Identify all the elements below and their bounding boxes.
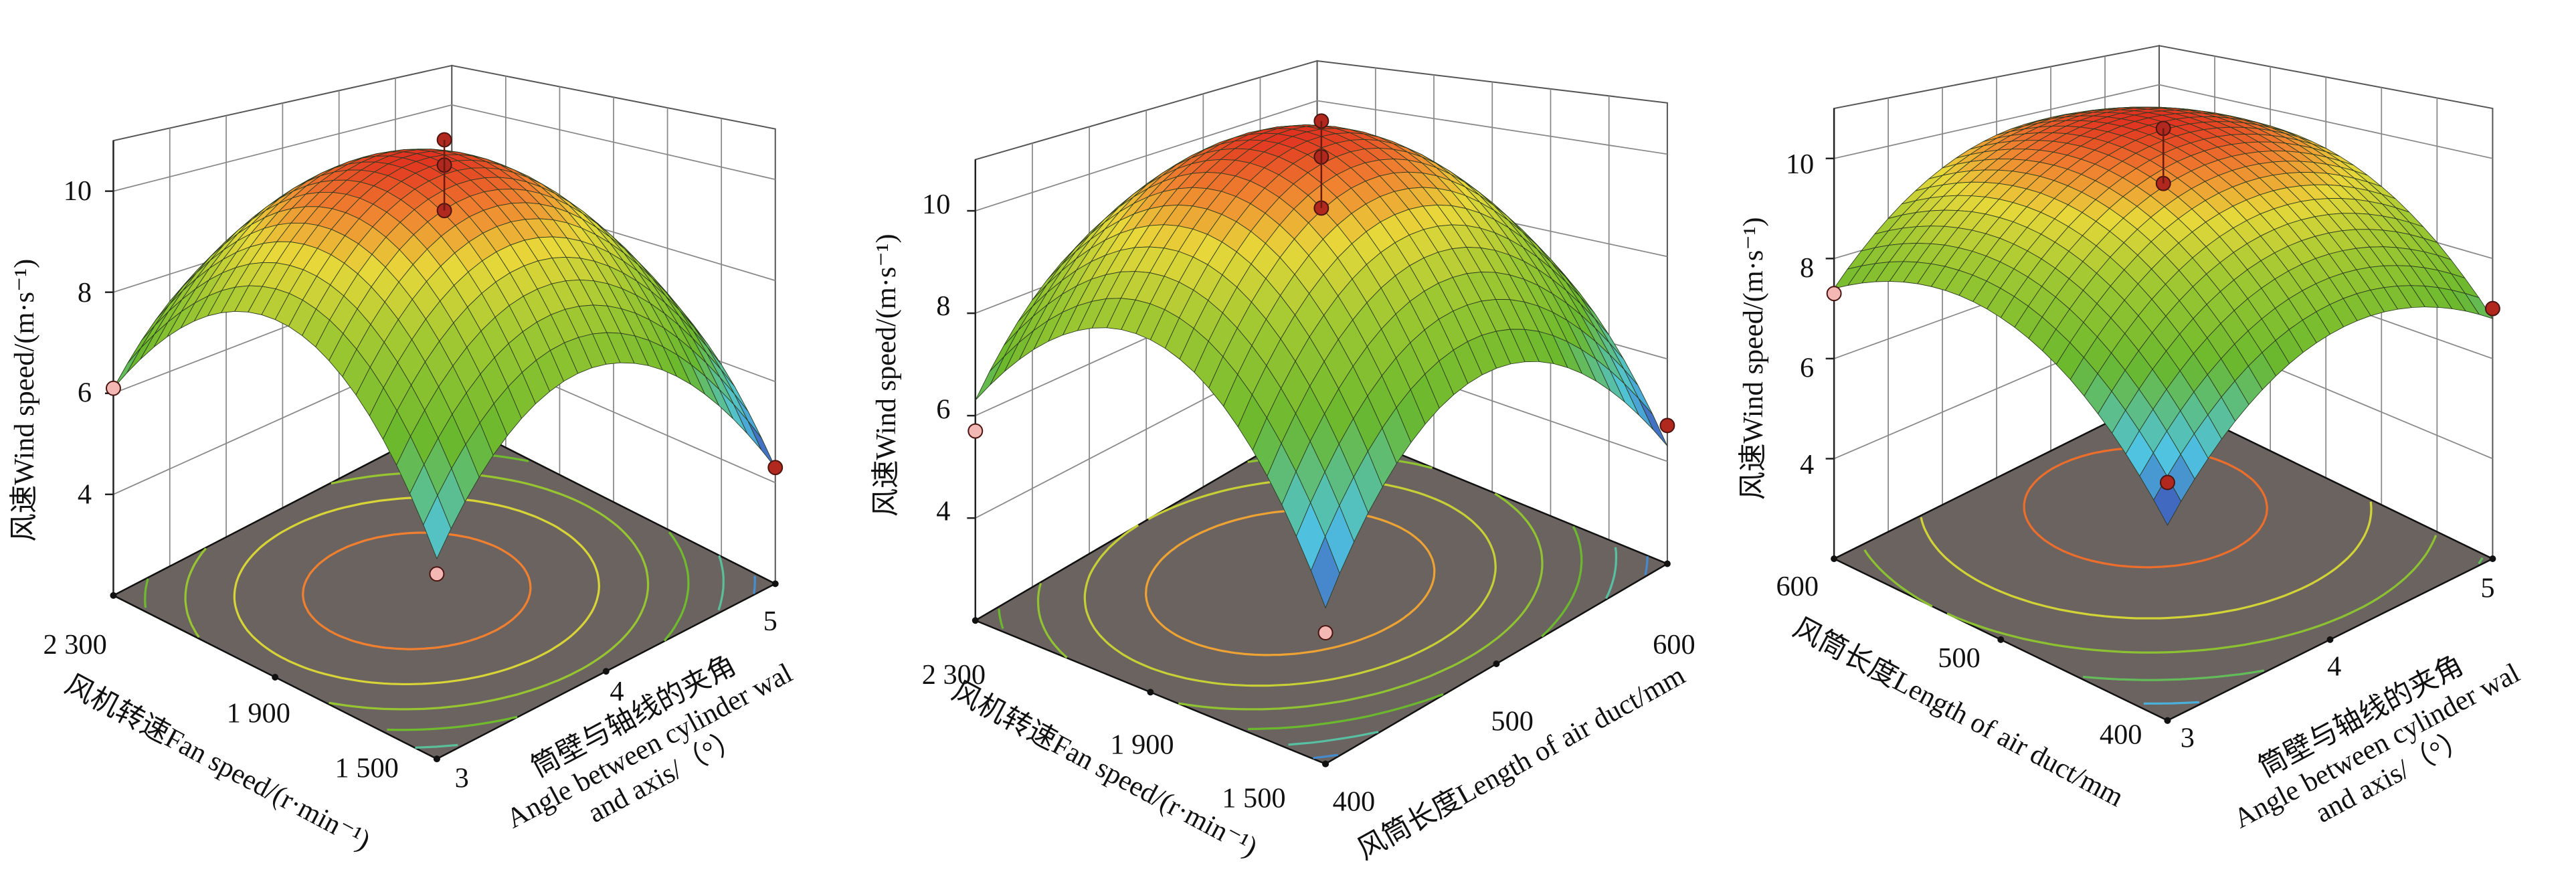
- left-axis-tick-label: 1 500: [1222, 782, 1285, 814]
- axis-tick-mark: [1322, 760, 1329, 768]
- axis-tick-mark: [771, 580, 779, 588]
- surface-patch: [1310, 535, 1340, 609]
- left-axis-tick-label: 2 300: [43, 629, 106, 660]
- axis-tick-mark: [972, 617, 979, 624]
- plot-area: [1825, 45, 2500, 724]
- contour-line: [233, 496, 600, 686]
- z-tick-label: 4: [78, 479, 92, 511]
- design-point: [968, 423, 984, 439]
- contour-line: [1036, 583, 1068, 659]
- plot-area: [967, 60, 1675, 768]
- axis-tick-mark: [1493, 660, 1500, 668]
- right-axis-tick-label: 600: [1653, 629, 1695, 660]
- contour-line: [717, 555, 725, 611]
- contour-line: [329, 503, 650, 711]
- z-tick-label: 8: [78, 277, 92, 308]
- surface-plot-fan-speed-vs-angle: 风速Wind speed/(m·s⁻¹) 4 6 8 10 1 500 1 90…: [9, 64, 798, 857]
- axis-tick-mark: [1831, 555, 1838, 562]
- contour-line: [2143, 701, 2199, 705]
- contour-line: [302, 531, 532, 650]
- axis-tick-mark: [1147, 689, 1154, 696]
- contour-line: [1946, 535, 2437, 654]
- right-axis-tick-label: 4: [610, 676, 624, 707]
- surface-patch: [423, 495, 452, 559]
- z-axis-label: 风速Wind speed/(m·s⁻¹): [870, 234, 902, 517]
- left-axis-tick-label: 2 300: [922, 659, 986, 691]
- contour-line: [387, 715, 518, 731]
- contour-line: [1313, 753, 1338, 759]
- z-axis-label: 风速Wind speed/(m·s⁻¹): [1738, 217, 1769, 500]
- z-tick-label: 10: [922, 189, 950, 220]
- z-tick-label: 8: [1800, 252, 1814, 284]
- axis-tick-mark: [272, 673, 279, 681]
- z-tick-label: 10: [1786, 149, 1814, 180]
- z-tick-label: 4: [936, 496, 950, 527]
- z-tick-label: 8: [936, 290, 950, 322]
- design-point: [1659, 418, 1675, 434]
- z-tick-label: 6: [1800, 352, 1814, 383]
- left-axis-tick-label: 1 900: [1110, 729, 1174, 761]
- right-axis-tick-label: 5: [763, 606, 777, 637]
- left-axis-tick-label: 1 500: [335, 753, 399, 784]
- right-axis-tick-label: 400: [1333, 786, 1376, 817]
- right-axis-tick-label: 4: [2327, 650, 2341, 682]
- left-axis-tick-label: 400: [2100, 719, 2142, 751]
- design-point: [1826, 286, 1842, 302]
- design-point: [1317, 625, 1333, 641]
- contour-line: [1863, 549, 1933, 608]
- z-tick-label: 4: [1800, 449, 1814, 480]
- right-axis-tick-label: 500: [1491, 706, 1534, 737]
- contour-line: [415, 743, 458, 749]
- contour-line: [1604, 547, 1618, 600]
- design-point: [767, 460, 784, 476]
- contour-line: [1644, 556, 1649, 575]
- plot-area: [104, 64, 784, 763]
- contour-line: [184, 547, 207, 638]
- axis-tick-mark: [1663, 560, 1671, 567]
- right-axis-tick-label: 3: [455, 762, 469, 794]
- design-point: [105, 380, 121, 396]
- left-axis-tick-label: 500: [1938, 642, 1981, 674]
- contour-line: [998, 608, 1004, 629]
- design-point: [2484, 300, 2500, 317]
- contour-line: [1083, 497, 1497, 687]
- surface-plot-duct-length-vs-angle: 风速Wind speed/(m·s⁻¹) 4 6 8 10 400 500 60…: [1738, 45, 2524, 834]
- contour-line: [1541, 526, 1583, 638]
- contour-line: [1178, 493, 1544, 711]
- axis-tick-mark: [602, 668, 610, 675]
- contour-line: [1145, 509, 1436, 656]
- contour-line: [1920, 501, 2373, 620]
- z-axis-label: 风速Wind speed/(m·s⁻¹): [9, 259, 40, 542]
- z-tick-label: 10: [64, 175, 92, 207]
- contour-line: [2478, 557, 2484, 565]
- left-axis-tick-label: 600: [1776, 571, 1819, 602]
- right-axis-tick-label: 5: [2480, 572, 2494, 604]
- z-tick-label: 6: [936, 394, 950, 426]
- design-point: [2160, 474, 2175, 490]
- design-point: [429, 566, 445, 582]
- axis-tick-mark: [110, 592, 117, 599]
- contour-line: [663, 531, 690, 642]
- contour-line: [2023, 446, 2268, 569]
- surface-plot-fan-speed-vs-duct-length: 风速Wind speed/(m·s⁻¹) 4 6 8 10 1 500 1 90…: [870, 60, 1695, 866]
- contour-line: [753, 575, 756, 594]
- contour-line: [144, 578, 149, 608]
- axis-tick-mark: [2489, 555, 2496, 562]
- contour-line: [1288, 731, 1379, 746]
- left-axis-tick-label: 1 900: [227, 697, 290, 729]
- axis-tick-mark: [1997, 636, 2005, 643]
- axis-tick-mark: [2164, 717, 2171, 724]
- axis-tick-mark: [2326, 636, 2334, 643]
- z-tick-label: 6: [78, 377, 92, 409]
- axis-tick-mark: [433, 755, 440, 763]
- right-axis-tick-label: 3: [2181, 723, 2195, 754]
- contour-line: [2083, 669, 2265, 681]
- contour-line: [1248, 693, 1444, 731]
